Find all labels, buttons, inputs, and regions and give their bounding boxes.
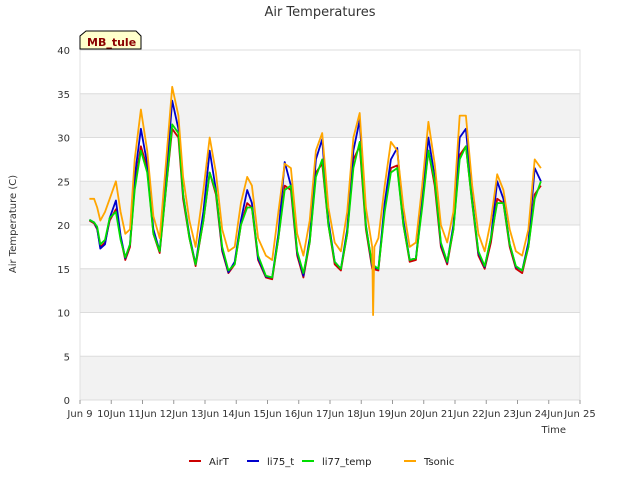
y-tick-label: 15: [57, 265, 70, 276]
legend: AirT li75_t li77_temp Tsonic: [189, 457, 454, 468]
site-tag-label: MB_tule: [87, 36, 136, 49]
x-tick-label: Jun 9: [66, 409, 92, 420]
x-tick-label: 22Jun: [472, 409, 500, 420]
y-tick-label: 35: [57, 90, 70, 101]
series-line-tsonic: [89, 85, 542, 317]
chart-title: Air Temperatures: [264, 5, 375, 20]
legend-label: li77_temp: [322, 457, 371, 468]
x-tick-label: Jun 25: [563, 409, 596, 420]
y-tick-label: 30: [57, 134, 70, 145]
x-tick-label: 18Jun: [347, 409, 375, 420]
y-tick-label: 0: [64, 396, 70, 407]
legend-label: li75_t: [267, 457, 294, 468]
y-axis-ticks: 0 5 10 15 20 25 30 35 40: [57, 46, 70, 407]
series-layer: [88, 85, 542, 317]
plot-band: [80, 312, 580, 357]
x-tick-label: 12Jun: [160, 409, 188, 420]
plot-band: [80, 137, 580, 182]
x-tick-label: 13Jun: [191, 409, 219, 420]
site-tag: MB_tule: [79, 30, 142, 50]
x-axis-label: Time: [541, 425, 566, 436]
x-tick-label: 14Jun: [222, 409, 250, 420]
y-tick-label: 5: [64, 352, 70, 363]
legend-label: AirT: [209, 457, 230, 468]
site-tag-box: [79, 30, 142, 50]
series-line-li77-temp: [88, 123, 542, 279]
x-tick-label: 16Jun: [285, 409, 313, 420]
x-tick-label: 21Jun: [441, 409, 469, 420]
y-tick-label: 10: [57, 309, 70, 320]
x-tick-label: 10Jun: [97, 409, 125, 420]
y-tick-label: 25: [57, 177, 70, 188]
plot-band: [80, 93, 580, 138]
plot-band: [80, 50, 580, 94]
y-tick-label: 40: [57, 46, 70, 57]
legend-label: Tsonic: [423, 457, 454, 468]
x-tick-label: 20Jun: [410, 409, 438, 420]
y-axis-label: Air Temperature (C): [8, 175, 19, 273]
plot-band: [80, 268, 580, 313]
x-tick-label: 11Jun: [128, 409, 156, 420]
x-tick-label: 17Jun: [316, 409, 344, 420]
x-axis-ticks: Jun 9 10Jun 11Jun 12Jun 13Jun 14Jun 15Jun 16Jun…: [66, 400, 596, 420]
x-tick-label: 23Jun: [503, 409, 531, 420]
x-tick-label: 19Jun: [378, 409, 406, 420]
y-tick-label: 20: [57, 221, 70, 232]
plot-band: [80, 356, 580, 400]
x-tick-label: 15Jun: [253, 409, 281, 420]
x-tick-label: 24Jun: [535, 409, 563, 420]
